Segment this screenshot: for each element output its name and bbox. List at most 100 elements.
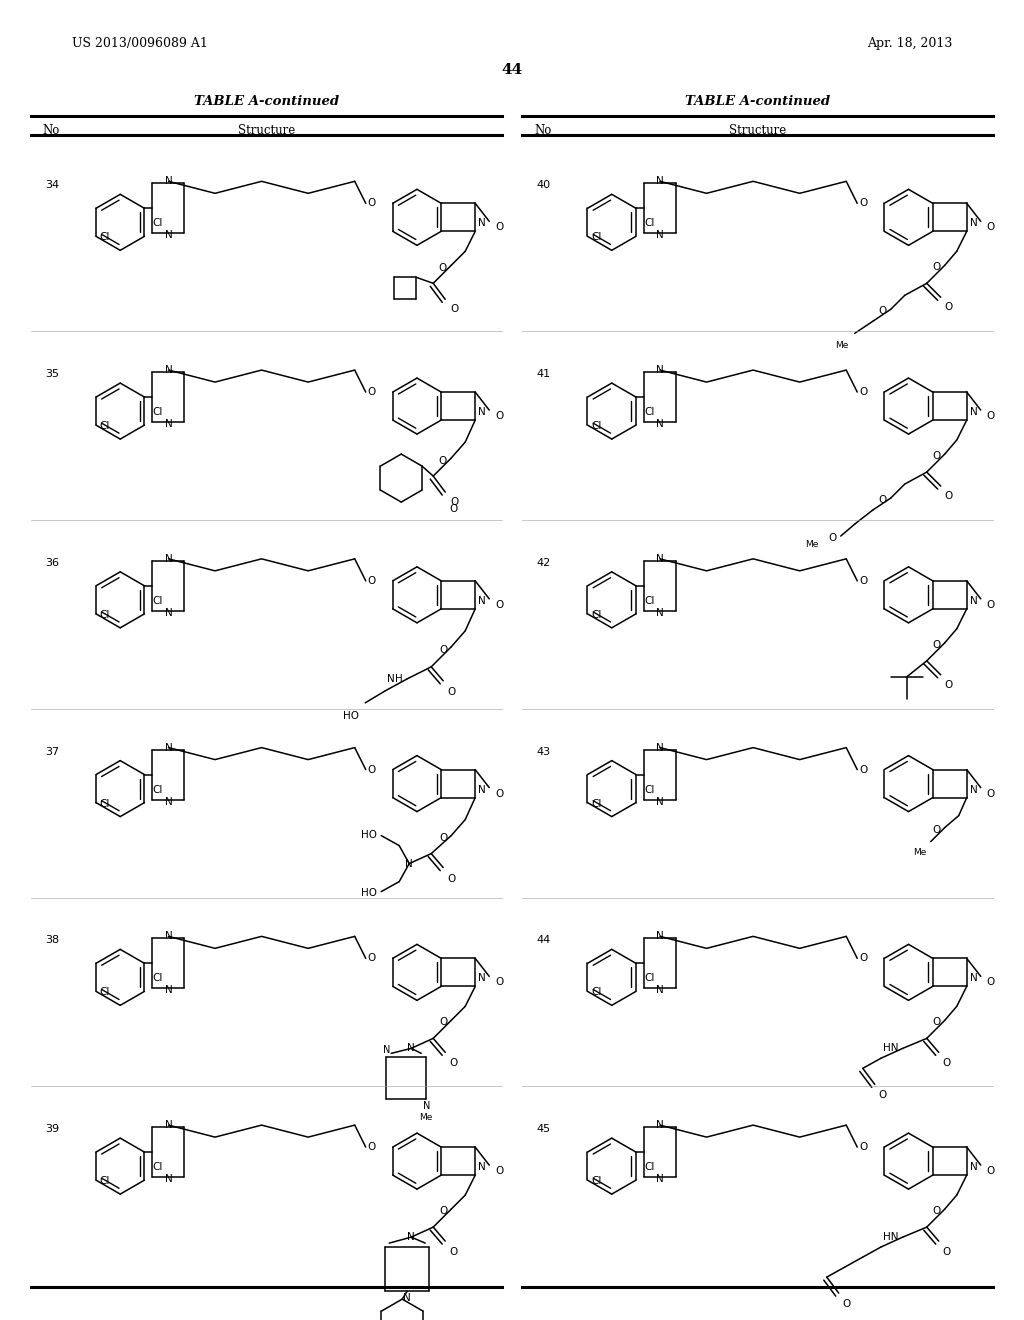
- Text: Cl: Cl: [153, 784, 163, 795]
- Text: 45: 45: [537, 1125, 550, 1134]
- Text: N: N: [408, 1232, 415, 1242]
- Text: N: N: [656, 418, 664, 429]
- Text: O: O: [368, 576, 376, 586]
- Text: N: N: [165, 418, 172, 429]
- Text: Me: Me: [836, 342, 849, 350]
- Text: No: No: [43, 124, 60, 137]
- Text: 39: 39: [45, 1125, 58, 1134]
- Text: N: N: [478, 218, 486, 228]
- Text: O: O: [450, 1059, 458, 1068]
- Text: N: N: [656, 743, 664, 752]
- Text: Apr. 18, 2013: Apr. 18, 2013: [867, 37, 952, 50]
- Text: O: O: [828, 533, 837, 543]
- Text: N: N: [656, 230, 664, 240]
- Text: 38: 38: [45, 936, 58, 945]
- Text: O: O: [945, 491, 953, 502]
- Text: HO: HO: [343, 711, 359, 721]
- Text: Cl: Cl: [592, 421, 602, 432]
- Text: O: O: [496, 788, 504, 799]
- Text: Cl: Cl: [153, 218, 163, 228]
- Text: N: N: [406, 858, 413, 869]
- Text: Cl: Cl: [100, 799, 111, 809]
- Text: O: O: [438, 457, 446, 466]
- Text: N: N: [165, 743, 172, 752]
- Text: Cl: Cl: [644, 973, 654, 983]
- Text: Cl: Cl: [153, 973, 163, 983]
- Text: O: O: [496, 411, 504, 421]
- Text: HN: HN: [884, 1232, 899, 1242]
- Text: 36: 36: [45, 558, 58, 568]
- Text: Cl: Cl: [100, 421, 111, 432]
- Text: Cl: Cl: [100, 1176, 111, 1187]
- Text: N: N: [656, 554, 664, 564]
- Text: Cl: Cl: [644, 407, 654, 417]
- Text: O: O: [451, 305, 459, 314]
- Text: O: O: [843, 1299, 851, 1309]
- Text: N: N: [656, 366, 664, 375]
- Text: O: O: [945, 680, 953, 690]
- Text: Cl: Cl: [644, 218, 654, 228]
- Text: Cl: Cl: [592, 799, 602, 809]
- Text: N: N: [478, 784, 486, 795]
- Text: TABLE A-continued: TABLE A-continued: [685, 95, 830, 108]
- Text: N: N: [165, 177, 172, 186]
- Text: O: O: [933, 451, 941, 461]
- Text: O: O: [943, 1247, 951, 1257]
- Text: O: O: [879, 495, 887, 506]
- Text: Structure: Structure: [729, 124, 786, 137]
- Text: O: O: [439, 645, 447, 655]
- Text: O: O: [987, 788, 995, 799]
- Text: N: N: [656, 1121, 664, 1130]
- Text: Me: Me: [805, 540, 819, 549]
- Text: N: N: [165, 1121, 172, 1130]
- Text: O: O: [933, 825, 941, 834]
- Text: O: O: [987, 222, 995, 232]
- Text: O: O: [447, 874, 456, 883]
- Text: O: O: [987, 1166, 995, 1176]
- Text: O: O: [945, 302, 953, 313]
- Text: N: N: [165, 366, 172, 375]
- Text: O: O: [450, 504, 458, 513]
- Text: O: O: [368, 953, 376, 964]
- Text: 44: 44: [502, 63, 522, 78]
- Text: N: N: [478, 407, 486, 417]
- Text: N: N: [387, 673, 395, 684]
- Text: N: N: [656, 985, 664, 995]
- Text: O: O: [368, 1142, 376, 1152]
- Text: N: N: [165, 607, 172, 618]
- Text: N: N: [970, 218, 978, 228]
- Text: Me: Me: [420, 1113, 433, 1122]
- Text: TABLE A-continued: TABLE A-continued: [194, 95, 339, 108]
- Text: Structure: Structure: [238, 124, 295, 137]
- Text: O: O: [859, 387, 867, 397]
- Text: N: N: [970, 1162, 978, 1172]
- Text: N: N: [165, 554, 172, 564]
- Text: 42: 42: [537, 558, 551, 568]
- Text: N: N: [970, 407, 978, 417]
- Text: N: N: [408, 1043, 415, 1053]
- Text: 34: 34: [45, 181, 58, 190]
- Text: O: O: [450, 1247, 458, 1257]
- Text: 43: 43: [537, 747, 550, 756]
- Text: N: N: [970, 784, 978, 795]
- Text: O: O: [859, 764, 867, 775]
- Text: O: O: [879, 306, 887, 317]
- Text: No: No: [535, 124, 552, 137]
- Text: Cl: Cl: [153, 407, 163, 417]
- Text: 40: 40: [537, 181, 550, 190]
- Text: O: O: [933, 1018, 941, 1027]
- Text: US 2013/0096089 A1: US 2013/0096089 A1: [72, 37, 208, 50]
- Text: O: O: [496, 1166, 504, 1176]
- Text: 44: 44: [537, 936, 551, 945]
- Text: N: N: [656, 796, 664, 807]
- Text: Cl: Cl: [100, 232, 111, 243]
- Text: O: O: [859, 576, 867, 586]
- Text: O: O: [368, 764, 376, 775]
- Text: 41: 41: [537, 370, 550, 379]
- Text: N: N: [656, 1173, 664, 1184]
- Text: O: O: [859, 198, 867, 209]
- Text: O: O: [496, 222, 504, 232]
- Text: Cl: Cl: [592, 987, 602, 998]
- Text: O: O: [859, 953, 867, 964]
- Text: N: N: [656, 607, 664, 618]
